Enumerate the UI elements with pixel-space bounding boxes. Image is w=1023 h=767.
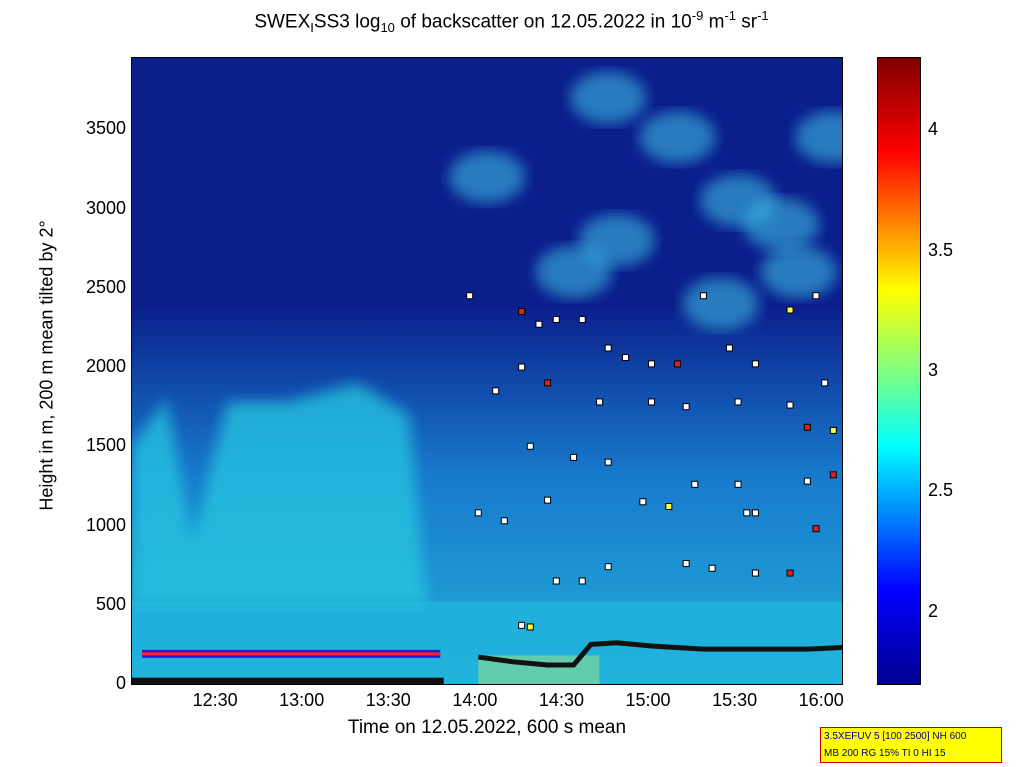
colorbar-tick-label: 3 xyxy=(928,360,939,380)
surface-layer-line xyxy=(478,640,842,668)
cloud-base-marker xyxy=(604,458,612,466)
cloud-blob xyxy=(682,277,759,330)
x-tick-label: 13:00 xyxy=(279,690,325,710)
cloud-blob xyxy=(570,71,647,124)
colorbar-tick-label: 2.5 xyxy=(928,480,954,501)
y-tick-label: 2000 xyxy=(85,356,126,377)
cloud-base-marker xyxy=(725,344,733,352)
cloud-base-marker xyxy=(552,577,560,585)
cloud-base-marker xyxy=(570,453,578,461)
cloud-base-marker xyxy=(751,360,759,368)
parameter-infobox: 3.5XEFUV 5 [100 2500] NH 600 MB 200 RG 1… xyxy=(820,727,1002,763)
y-tick-label: 0 xyxy=(115,673,126,693)
cloud-base-marker xyxy=(492,387,500,395)
cloud-base-marker xyxy=(803,423,811,431)
cloud-base-marker xyxy=(743,509,751,517)
cloud-base-marker xyxy=(466,292,474,300)
cloud-base-marker xyxy=(786,569,794,577)
cloud-base-marker xyxy=(829,471,837,479)
cloud-base-marker xyxy=(734,480,742,488)
y-axis-label: Height in m, 200 m mean tilted by 2° xyxy=(36,220,57,511)
cloud-base-marker xyxy=(474,509,482,517)
cloud-base-marker xyxy=(535,320,543,328)
cloud-base-marker xyxy=(673,360,681,368)
cloud-base-marker xyxy=(639,498,647,506)
x-tick-label: 15:30 xyxy=(712,690,758,710)
cloud-base-marker xyxy=(622,354,630,362)
cloud-base-marker xyxy=(500,517,508,525)
infobox-line-2: MB 200 RG 15% TI 0 HI 15 xyxy=(824,748,946,759)
y-tick-label: 1000 xyxy=(85,514,126,535)
cloud-base-marker xyxy=(691,480,699,488)
cloud-base-marker xyxy=(786,401,794,409)
cloud-base-marker xyxy=(786,306,794,314)
infobox-line-1: 3.5XEFUV 5 [100 2500] NH 600 xyxy=(824,731,967,742)
cloud-base-marker xyxy=(751,569,759,577)
x-tick-label: 14:00 xyxy=(452,690,498,710)
chart-title: SWEXISS3 log10 of backscatter on 12.05.2… xyxy=(254,8,769,36)
cloud-base-marker xyxy=(518,363,526,371)
cloud-base-marker xyxy=(544,496,552,504)
cloud-base-marker xyxy=(526,442,534,450)
colorbar-tick-label: 3.5 xyxy=(928,239,954,260)
cloud-base-marker xyxy=(648,360,656,368)
cloud-blob xyxy=(795,111,842,164)
cloud-base-marker xyxy=(578,577,586,585)
cloud-base-marker xyxy=(596,398,604,406)
cloud-base-marker xyxy=(578,315,586,323)
y-tick-label: 500 xyxy=(95,593,126,614)
x-tick-label: 12:30 xyxy=(192,690,238,710)
cloud-base-marker xyxy=(829,426,837,434)
cloud-base-marker xyxy=(526,623,534,631)
cloud-base-marker xyxy=(682,403,690,411)
y-tick-label: 3500 xyxy=(85,118,126,139)
cloud-base-marker xyxy=(604,563,612,571)
backscatter-field xyxy=(132,71,842,684)
heatmap-svg xyxy=(132,71,842,684)
cloud-blob xyxy=(639,111,716,164)
cloud-blob xyxy=(760,245,837,298)
y-tick-label: 1500 xyxy=(85,435,126,456)
cloud-base-marker xyxy=(665,503,673,511)
colorbar xyxy=(877,57,921,685)
cloud-base-marker xyxy=(518,308,526,316)
cloud-markers xyxy=(466,292,842,668)
x-axis-label: Time on 12.05.2022, 600 s mean xyxy=(347,717,627,738)
heatmap-plot-area xyxy=(131,57,843,685)
y-tick-label: 3000 xyxy=(85,197,126,218)
colorbar-tick-label: 4 xyxy=(928,119,939,140)
cloud-base-marker xyxy=(648,398,656,406)
colorbar-tick-label: 2 xyxy=(928,600,939,621)
x-tick-label: 13:30 xyxy=(365,690,411,710)
surface-dark-band xyxy=(132,677,444,684)
x-tick-label: 15:00 xyxy=(625,690,671,710)
cloud-base-marker xyxy=(699,292,707,300)
cloud-base-marker xyxy=(682,560,690,568)
cloud-base-marker xyxy=(812,292,820,300)
cloud-base-marker xyxy=(751,509,759,517)
cloud-base-marker xyxy=(544,379,552,387)
y-tick-label: 2500 xyxy=(85,276,126,297)
cloud-base-marker xyxy=(803,477,811,485)
cloud-blob xyxy=(449,150,525,203)
plume-shapes xyxy=(132,382,427,605)
cloud-base-marker xyxy=(708,564,716,572)
x-tick-label: 14:30 xyxy=(538,690,584,710)
x-tick-label: 16:00 xyxy=(798,690,844,710)
cloud-base-marker xyxy=(604,344,612,352)
cloud-base-marker xyxy=(812,525,820,533)
cloud-base-marker xyxy=(518,621,526,629)
cloud-base-marker xyxy=(552,315,560,323)
cloud-blob xyxy=(743,198,820,251)
cloud-blob xyxy=(535,245,612,298)
cloud-base-marker xyxy=(734,398,742,406)
cloud-base-marker xyxy=(821,379,829,387)
